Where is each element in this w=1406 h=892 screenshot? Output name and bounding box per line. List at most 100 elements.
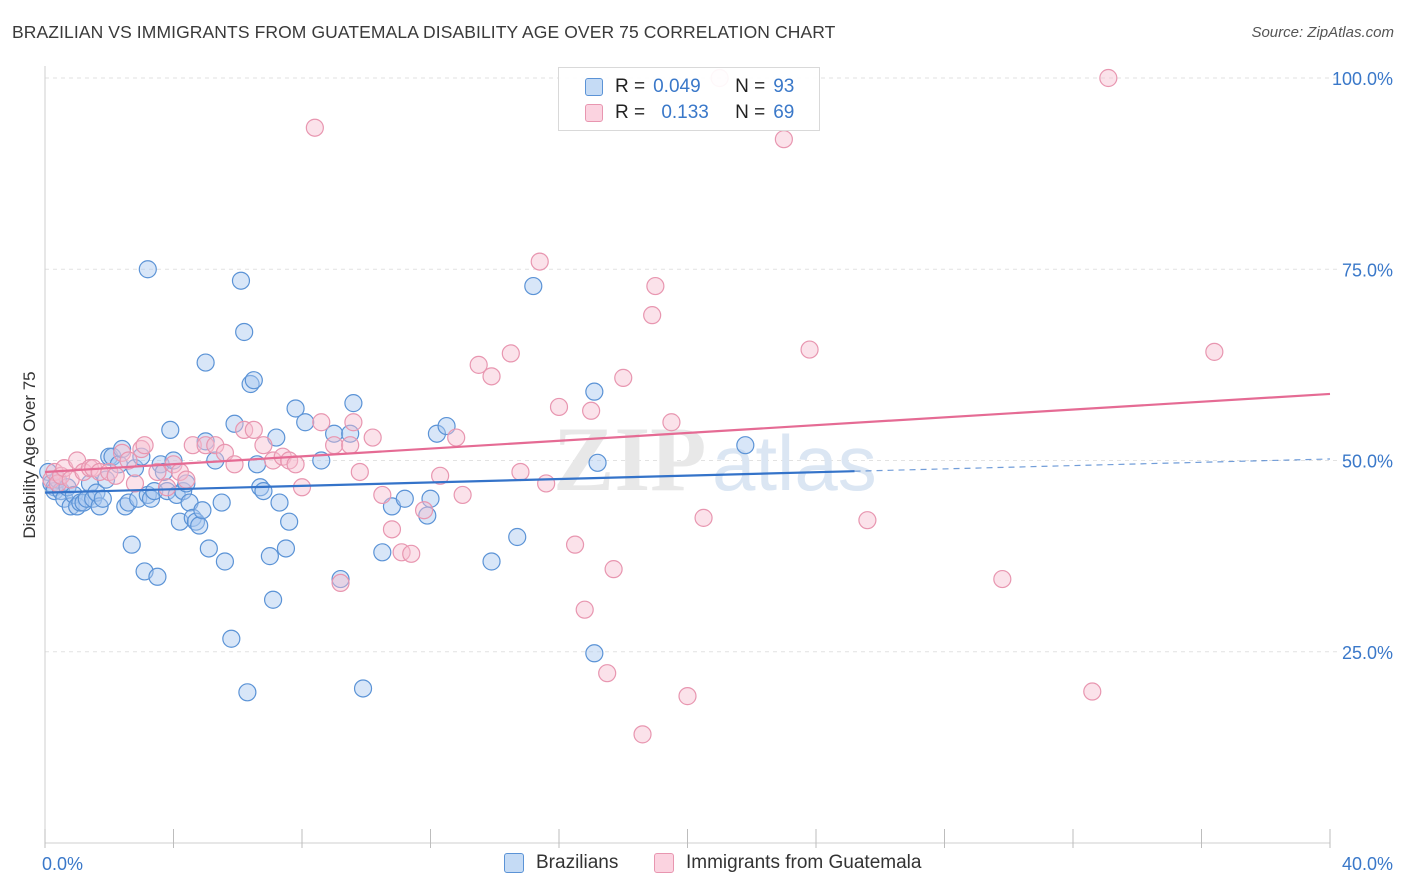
brazilians-point <box>585 382 604 401</box>
guatemala-point <box>292 478 312 497</box>
guatemala-point <box>196 436 215 455</box>
brazilians-point <box>193 501 212 520</box>
y-tick-label: 100.0% <box>1332 69 1393 89</box>
brazilians-point <box>344 394 363 413</box>
guatemala-point <box>575 600 594 619</box>
y-tick-label: 25.0% <box>1342 643 1393 663</box>
brazilians-point <box>161 420 180 439</box>
legend-swatch-blue <box>585 78 603 96</box>
brazilians-point <box>196 353 215 372</box>
brazilians-point <box>122 535 141 554</box>
guatemala-point <box>244 420 263 439</box>
guatemala-point <box>225 455 244 474</box>
brazilians-point <box>238 683 257 702</box>
guatemala-point <box>119 451 138 470</box>
bottom-legend-guatemala: Immigrants from Guatemala <box>654 852 921 874</box>
guatemala-point <box>678 687 697 706</box>
brazilians-point <box>199 539 218 558</box>
guatemala-point <box>382 520 402 539</box>
legend-r-label: R = <box>615 76 646 97</box>
guatemala-point <box>694 508 713 527</box>
brazilians-point <box>231 271 251 290</box>
guatemala-point <box>325 436 344 455</box>
guatemala-point <box>148 462 167 482</box>
brazilians-point <box>270 493 289 512</box>
brazilians-point <box>280 512 299 531</box>
guatemala-point <box>501 344 520 363</box>
brazilians-point <box>215 552 234 571</box>
x-tick-label: 0.0% <box>42 854 83 874</box>
brazilians-point <box>138 260 157 279</box>
guatemala-point <box>1205 342 1224 361</box>
legend-r-value: 0.049 <box>653 76 701 97</box>
legend-n-label: N = <box>735 102 766 123</box>
source-label: Source: ZipAtlas.com <box>1251 24 1394 41</box>
guatemala-point <box>344 413 363 432</box>
guatemala-point <box>565 535 585 554</box>
guatemala-point <box>447 428 466 447</box>
legend-n-value: 93 <box>773 76 795 97</box>
guatemala-point <box>373 485 392 505</box>
guatemala-point <box>183 436 202 455</box>
tick-labels: 25.0% 50.0% 75.0% 100.0% 0.0% 40.0% <box>42 69 1393 874</box>
bottom-legend-brazilians: Brazilians <box>504 852 618 874</box>
guatemala-point <box>537 474 556 493</box>
guatemala-point <box>402 544 421 563</box>
guatemala-point <box>582 401 601 420</box>
guatemala-point <box>646 276 665 296</box>
brazilians-point <box>222 629 241 648</box>
guatemala-point <box>511 462 530 482</box>
guatemala-point <box>350 462 369 482</box>
brazilians-point <box>427 424 447 443</box>
brazilians-trend-extension <box>854 458 1331 472</box>
bottom-legend-label: Immigrants from Guatemala <box>686 852 922 873</box>
axes <box>44 66 1331 848</box>
legend-row-guatemala: R = 0.133 N = 69 <box>585 102 794 124</box>
watermark: ZIP atlas <box>553 408 877 510</box>
brazilians-point <box>225 414 244 433</box>
guatemala-point <box>614 368 633 387</box>
chart-title: BRAZILIAN VS IMMIGRANTS FROM GUATEMALA D… <box>12 22 836 42</box>
brazilians-point <box>585 644 604 663</box>
bottom-legend-label: Brazilians <box>536 852 619 873</box>
guatemala-point <box>549 397 569 417</box>
brazilians-point <box>482 552 501 571</box>
brazilians-point <box>421 489 440 508</box>
guatemala-point <box>106 466 125 485</box>
legend-row-brazilians: R = 0.049 N = 93 <box>585 76 794 98</box>
guatemala-point <box>453 485 472 505</box>
brazilians-points <box>39 260 755 702</box>
guatemala-point <box>431 466 450 485</box>
bottom-swatch-pink <box>654 853 674 873</box>
watermark-zip: ZIP <box>553 408 706 510</box>
brazilians-trend-line <box>44 470 855 494</box>
watermark-atlas: atlas <box>712 419 877 507</box>
guatemala-point <box>482 367 501 386</box>
guatemala-point <box>414 501 434 520</box>
brazilians-point <box>286 399 305 418</box>
guatemala-point <box>800 340 819 359</box>
brazilians-point <box>212 493 231 512</box>
guatemala-point <box>858 511 877 530</box>
brazilians-point <box>296 413 315 432</box>
brazilians-point <box>148 567 167 586</box>
guatemala-point <box>363 428 382 447</box>
trend-lines <box>44 392 1331 494</box>
guatemala-point <box>305 118 324 137</box>
guatemala-point <box>1099 68 1118 88</box>
guatemala-point <box>206 436 225 455</box>
legend-n-label: N = <box>735 76 766 97</box>
guatemala-points <box>42 68 1224 744</box>
brazilians-point <box>524 276 543 296</box>
brazilians-point <box>353 679 373 698</box>
legend-r-label: R = <box>615 102 646 123</box>
guatemala-point <box>530 252 549 271</box>
y-tick-label: 50.0% <box>1342 452 1393 472</box>
stats-legend: R = 0.049 N = 93 R = 0.133 N = 69 <box>558 67 820 131</box>
guatemala-point <box>135 436 154 455</box>
brazilians-point <box>263 590 283 609</box>
gridlines <box>45 77 1340 653</box>
brazilians-point <box>260 547 279 566</box>
brazilians-point <box>112 439 132 459</box>
